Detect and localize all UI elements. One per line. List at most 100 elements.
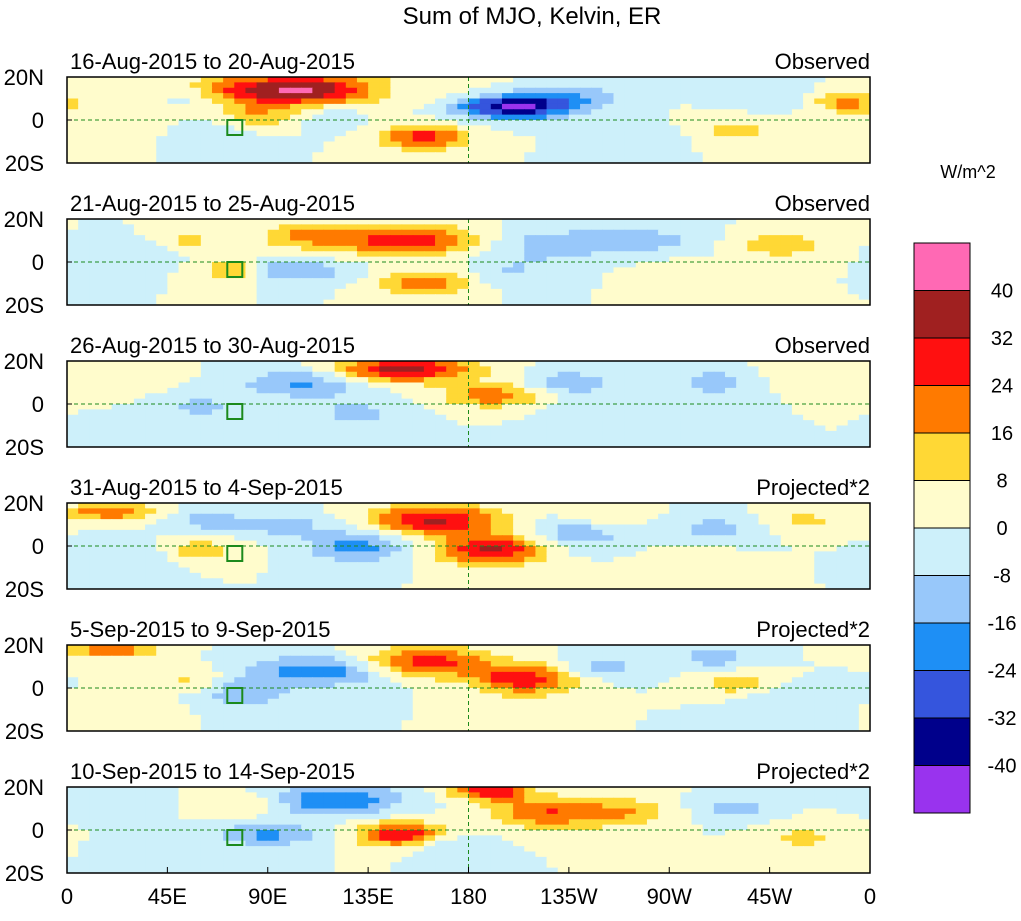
- field-cell: [368, 519, 380, 526]
- field-cell: [245, 114, 258, 121]
- field-cell: [133, 398, 146, 405]
- field-cell: [658, 546, 670, 552]
- field-cell: [691, 262, 704, 268]
- field-cell: [435, 299, 447, 305]
- field-cell: [412, 529, 425, 536]
- field-cell: [312, 262, 325, 268]
- field-cell: [691, 114, 704, 121]
- field-cell: [200, 436, 213, 443]
- field-cell: [267, 524, 280, 531]
- field-cell: [368, 152, 380, 159]
- field-cell: [791, 229, 804, 236]
- field-cell: [145, 404, 157, 410]
- field-cell: [591, 103, 603, 110]
- field-cell: [702, 120, 715, 126]
- field-cell: [858, 655, 870, 662]
- field-cell: [189, 583, 202, 589]
- field-cell: [736, 567, 748, 574]
- field-cell: [234, 398, 247, 405]
- field-cell: [435, 294, 447, 301]
- field-cell: [200, 441, 213, 447]
- field-cell: [133, 251, 146, 258]
- field-cell: [111, 262, 124, 268]
- field-cell: [267, 551, 280, 558]
- field-cell: [345, 436, 358, 443]
- field-cell: [435, 152, 447, 159]
- field-cell: [847, 152, 860, 159]
- field-cell: [791, 556, 804, 563]
- field-cell: [613, 524, 626, 531]
- field-cell: [133, 77, 146, 83]
- field-cell: [769, 645, 782, 651]
- field-cell: [568, 578, 581, 585]
- field-cell: [490, 441, 503, 447]
- field-cell: [725, 393, 737, 400]
- field-cell: [368, 125, 380, 132]
- field-cell: [412, 120, 425, 126]
- field-cell: [713, 125, 726, 132]
- field-cell: [825, 278, 838, 285]
- field-cell: [256, 529, 269, 536]
- field-cell: [122, 251, 135, 258]
- field-cell: [568, 245, 581, 252]
- field-cell: [847, 583, 860, 589]
- field-cell: [167, 425, 180, 432]
- field-cell: [501, 146, 514, 153]
- field-cell: [736, 262, 748, 268]
- field-cell: [78, 235, 90, 242]
- field-cell: [145, 109, 157, 116]
- field-cell: [211, 513, 224, 520]
- field-cell: [256, 650, 269, 657]
- field-cell: [602, 77, 615, 83]
- field-cell: [568, 256, 581, 263]
- field-cell: [334, 229, 347, 236]
- field-cell: [379, 283, 392, 290]
- field-cell: [390, 567, 403, 574]
- field-cell: [267, 371, 280, 378]
- field-cell: [211, 371, 224, 378]
- field-cell: [858, 425, 870, 432]
- field-cell: [278, 524, 291, 531]
- field-cell: [613, 529, 626, 536]
- field-cell: [747, 240, 760, 247]
- field-cell: [122, 272, 135, 279]
- field-cell: [312, 583, 325, 589]
- field-cell: [122, 567, 135, 574]
- field-cell: [200, 519, 213, 526]
- field-cell: [345, 146, 358, 153]
- field-cell: [334, 235, 347, 242]
- field-cell: [501, 136, 514, 143]
- field-cell: [725, 256, 737, 263]
- field-cell: [501, 645, 514, 651]
- field-cell: [602, 93, 615, 100]
- field-cell: [814, 267, 826, 274]
- field-cell: [89, 77, 102, 83]
- field-cell: [836, 262, 849, 268]
- field-cell: [613, 393, 626, 400]
- field-cell: [557, 267, 570, 274]
- field-cell: [513, 430, 525, 437]
- field-cell: [803, 136, 815, 143]
- field-cell: [836, 650, 849, 657]
- field-cell: [635, 157, 648, 163]
- field-cell: [780, 262, 793, 268]
- field-cell: [646, 229, 659, 236]
- region-box: [226, 403, 244, 420]
- field-cell: [646, 235, 659, 242]
- field-cell: [211, 572, 224, 579]
- field-cell: [67, 130, 79, 137]
- panel-1-field: [67, 77, 870, 163]
- field-cell: [345, 572, 358, 579]
- field-cell: [290, 288, 302, 295]
- field-cell: [691, 562, 704, 569]
- field-cell: [301, 109, 313, 116]
- field-cell: [89, 240, 102, 247]
- field-cell: [145, 366, 157, 373]
- field-cell: [111, 152, 124, 159]
- field-cell: [100, 425, 113, 432]
- field-cell: [535, 583, 548, 589]
- field-cell: [356, 361, 369, 367]
- field-cell: [211, 404, 224, 410]
- field-cell: [725, 578, 737, 585]
- field-cell: [390, 278, 403, 285]
